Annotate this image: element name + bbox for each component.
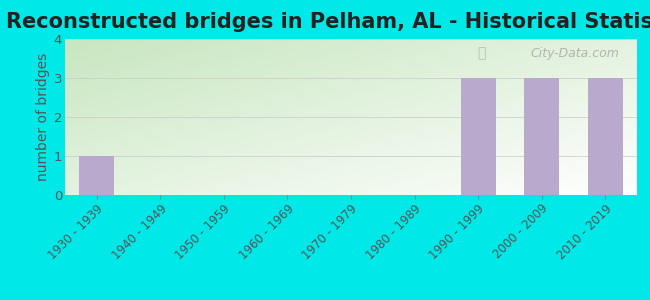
Bar [524, 78, 559, 195]
Text: City-Data.com: City-Data.com [531, 47, 620, 60]
Text: ⓘ: ⓘ [477, 46, 485, 60]
Title: Reconstructed bridges in Pelham, AL - Historical Statistics: Reconstructed bridges in Pelham, AL - Hi… [6, 12, 650, 32]
Bar [588, 78, 623, 195]
Bar [461, 78, 495, 195]
Bar [79, 156, 114, 195]
Y-axis label: number of bridges: number of bridges [36, 53, 49, 181]
